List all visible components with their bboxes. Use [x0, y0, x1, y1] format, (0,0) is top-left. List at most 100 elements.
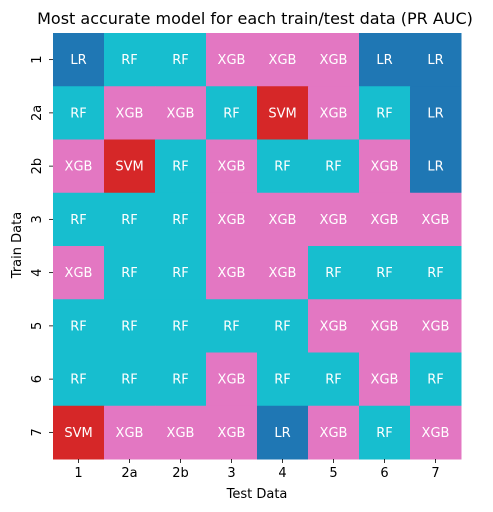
- cell-label: XGB: [371, 213, 399, 228]
- cell-label: RF: [274, 373, 291, 388]
- cell-label: RF: [172, 373, 189, 388]
- cell-label: XGB: [218, 160, 246, 175]
- heatmap-cell: [155, 405, 207, 460]
- heatmap-cell: [53, 299, 105, 353]
- heatmap-cell: [104, 299, 156, 353]
- heatmap-cell: [308, 192, 360, 247]
- cell-label: RF: [223, 106, 240, 121]
- cell-label: LR: [274, 426, 290, 441]
- y-tick-label: 5: [30, 322, 45, 330]
- heatmap-cell: [257, 192, 309, 247]
- heatmap-cell: [104, 139, 156, 194]
- heatmap-cell: [206, 139, 258, 194]
- heatmap-cell: [104, 86, 156, 140]
- cell-label: RF: [376, 426, 393, 441]
- heatmap-cell: [308, 33, 360, 87]
- heatmap-cell: [410, 33, 462, 87]
- heatmap-cell: [104, 192, 156, 247]
- cell-label: LR: [70, 53, 86, 68]
- cell-label: RF: [121, 213, 138, 228]
- heatmap-cell: [410, 86, 462, 140]
- cell-label: XGB: [422, 213, 450, 228]
- y-tick-label: 6: [30, 375, 45, 383]
- heatmap-cell: [155, 192, 207, 247]
- x-axis-label: Test Data: [226, 487, 288, 502]
- cell-label: RF: [172, 160, 189, 175]
- heatmap-cell: [104, 246, 156, 300]
- cell-label: XGB: [269, 266, 297, 281]
- cell-label: RF: [376, 266, 393, 281]
- cell-label: XGB: [371, 319, 399, 334]
- heatmap-cell: [206, 86, 258, 140]
- cell-label: XGB: [320, 53, 348, 68]
- heatmap-cell: [359, 192, 411, 247]
- cell-label: RF: [325, 266, 342, 281]
- cell-label: RF: [325, 160, 342, 175]
- x-tick-label: 2a: [121, 466, 137, 481]
- x-tick-label: 4: [278, 466, 286, 481]
- x-axis: 1 2a 2b 3 4 5 6 7: [74, 459, 440, 481]
- cell-label: XGB: [65, 266, 93, 281]
- y-tick-label: 7: [30, 428, 45, 436]
- y-tick-label: 2b: [30, 158, 45, 175]
- heatmap-cell: [257, 352, 309, 407]
- heatmap-cell: [257, 33, 309, 87]
- cell-label: XGB: [218, 426, 246, 441]
- heatmap-cell: [308, 405, 360, 460]
- heatmap-cell: [410, 405, 462, 460]
- heatmap-cell: [257, 246, 309, 300]
- x-tick-label: 6: [380, 466, 388, 481]
- y-tick-label: 3: [30, 215, 45, 223]
- cell-label: RF: [121, 319, 138, 334]
- cell-label: XGB: [371, 373, 399, 388]
- cell-label: LR: [427, 53, 443, 68]
- cell-label: RF: [70, 373, 87, 388]
- cell-label: RF: [121, 53, 138, 68]
- x-tick-label: 1: [74, 466, 82, 481]
- heatmap-cell: [257, 139, 309, 194]
- heatmap-cell: [206, 405, 258, 460]
- cell-label: XGB: [269, 53, 297, 68]
- cell-label: RF: [70, 106, 87, 121]
- heatmap-cell: [104, 405, 156, 460]
- cell-label: XGB: [269, 213, 297, 228]
- cell-label: RF: [427, 266, 444, 281]
- cell-label: XGB: [422, 426, 450, 441]
- y-axis: 1 2a 2b 3 4 5 6 7: [30, 55, 53, 437]
- heatmap-cell: [155, 299, 207, 353]
- heatmap-cell: [206, 246, 258, 300]
- chart-title: Most accurate model for each train/test …: [37, 9, 473, 28]
- heatmap-cell: [359, 352, 411, 407]
- heatmap-cell: [53, 352, 105, 407]
- cell-label: RF: [376, 106, 393, 121]
- heatmap-cell: [206, 352, 258, 407]
- cell-label: LR: [427, 106, 443, 121]
- cell-label: LR: [376, 53, 392, 68]
- heatmap-cell: [155, 352, 207, 407]
- cell-label: XGB: [371, 160, 399, 175]
- heatmap-cell: [359, 139, 411, 194]
- cell-label: RF: [274, 160, 291, 175]
- heatmap-cell: [410, 139, 462, 194]
- heatmap-cell: [257, 405, 309, 460]
- cell-label: RF: [427, 373, 444, 388]
- cell-label: RF: [172, 319, 189, 334]
- cell-label: XGB: [116, 106, 144, 121]
- heatmap-cell: [359, 299, 411, 353]
- cell-label: SVM: [64, 426, 92, 441]
- heatmap-cell: [206, 33, 258, 87]
- cell-label: RF: [121, 373, 138, 388]
- heatmap-cell: [155, 86, 207, 140]
- cell-label: XGB: [320, 213, 348, 228]
- cell-label: RF: [121, 266, 138, 281]
- heatmap-cell: [206, 299, 258, 353]
- heatmap-cell: [308, 246, 360, 300]
- heatmap-cell: [53, 33, 105, 87]
- cell-label: XGB: [422, 319, 450, 334]
- heatmap-cell: [257, 86, 309, 140]
- heatmap-cell: [53, 139, 105, 194]
- cell-label: RF: [223, 319, 240, 334]
- cell-label: XGB: [116, 426, 144, 441]
- heatmap-cell: [206, 192, 258, 247]
